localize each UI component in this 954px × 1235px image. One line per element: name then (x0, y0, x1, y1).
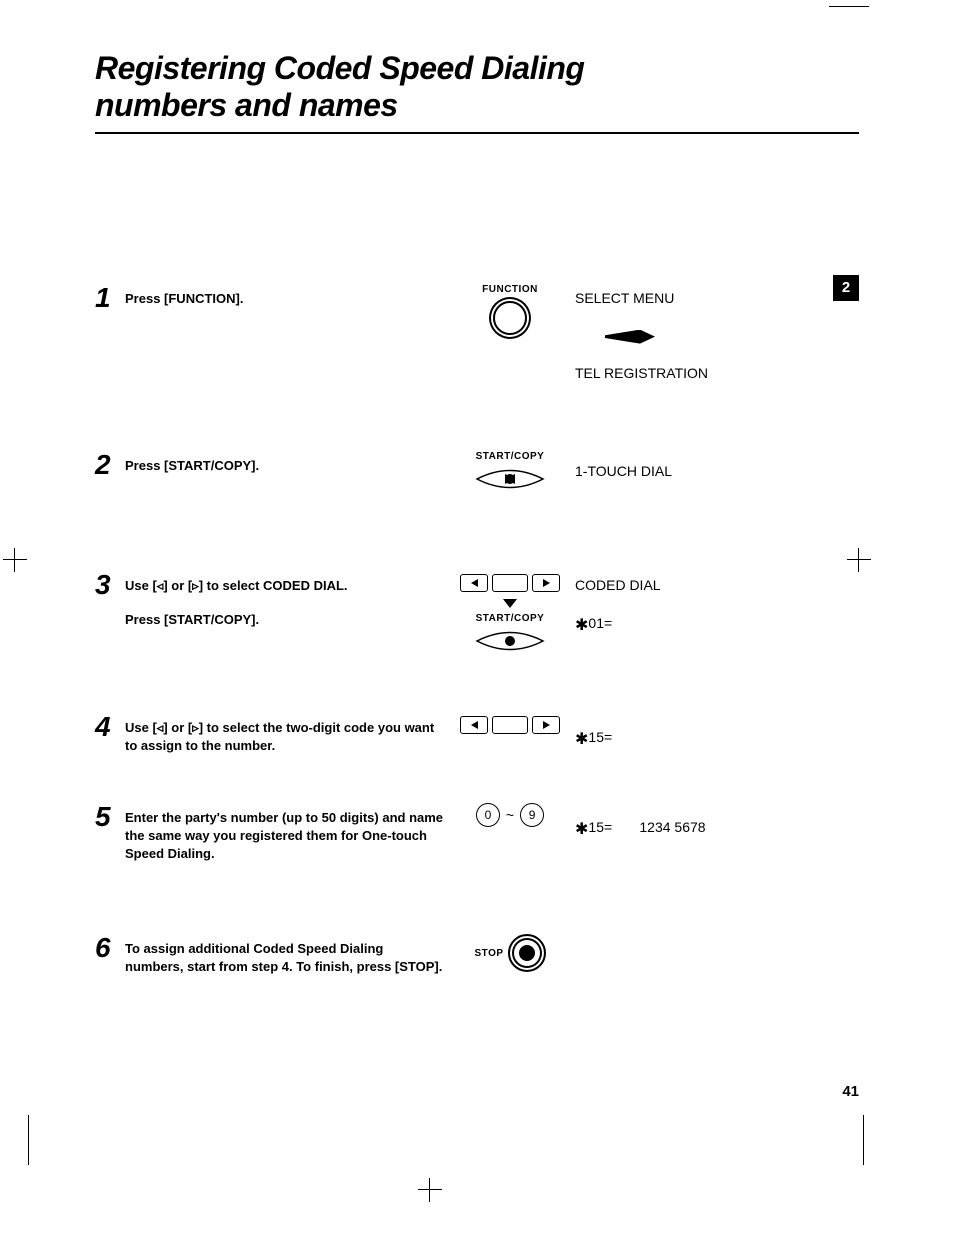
icon-label: STOP (474, 948, 503, 959)
step-5: 5 Enter the party's number (up to 50 dig… (95, 803, 859, 880)
step-instruction: Press [FUNCTION]. (125, 290, 445, 308)
step-6: 6 To assign additional Coded Speed Diali… (95, 934, 859, 994)
display-line: CODED DIAL (575, 577, 859, 593)
icon-label: FUNCTION (482, 284, 538, 295)
display-line: SELECT MENU (575, 290, 859, 306)
tone-indicator (605, 330, 655, 344)
eye-button-icon (475, 466, 545, 496)
crop-mark (0, 545, 30, 575)
star-icon: ✱ (575, 617, 588, 634)
tilde-icon: ~ (506, 807, 514, 823)
page-number: 41 (842, 1083, 859, 1100)
chapter-tab: 2 (833, 275, 859, 301)
step-instruction: To assign additional Coded Speed Dialing… (125, 940, 445, 976)
step-1: 1 Press [FUNCTION]. FUNCTION SELECT MENU… (95, 284, 859, 401)
display-line: TEL REGISTRATION (575, 365, 859, 381)
arrow-keys-icon (460, 571, 560, 595)
title-rule (95, 132, 859, 134)
step-instruction: Press [START/COPY]. (125, 611, 445, 629)
step-text: Use [◃] or [▹] to select CODED DIAL. Pre… (125, 571, 445, 645)
title-line-2: numbers and names (95, 87, 398, 123)
crop-mark (415, 1175, 445, 1205)
step-display: 1-TOUCH DIAL (575, 451, 859, 499)
arrow-and-start-icon: START/COPY (445, 571, 575, 658)
arrow-keys-icon (460, 713, 560, 737)
icon-label: START/COPY (476, 451, 545, 462)
display-line: ✱01= (575, 613, 859, 633)
step-display (575, 934, 859, 940)
down-arrow-icon (503, 599, 517, 609)
crop-mark (844, 545, 874, 575)
display-line: ✱15= 1234 5678 (575, 817, 859, 837)
step-text: Enter the party's number (up to 50 digit… (125, 803, 445, 880)
step-4: 4 Use [◃] or [▹] to select the two-digit… (95, 713, 859, 773)
display-value: 1234 5678 (639, 819, 705, 835)
crop-edge (829, 6, 869, 7)
key-circle-icon: 9 (520, 803, 544, 827)
step-3: 3 Use [◃] or [▹] to select CODED DIAL. P… (95, 571, 859, 658)
display-line: ✱15= (575, 727, 859, 747)
page-title: Registering Coded Speed Dialing numbers … (95, 50, 859, 124)
crop-edge (28, 1115, 29, 1165)
step-number: 1 (95, 284, 125, 312)
stop-button-icon-container: STOP (445, 934, 575, 972)
step-number: 3 (95, 571, 125, 599)
icon-label: START/COPY (476, 613, 545, 624)
step-display: ✱15= 1234 5678 (575, 803, 859, 857)
arrow-keys-icon-container (445, 713, 575, 737)
step-instruction: Use [◃] or [▹] to select the two-digit c… (125, 719, 445, 755)
step-display: SELECT MENU TEL REGISTRATION (575, 284, 859, 401)
round-button-icon (493, 301, 527, 335)
keypad-range: 0 ~ 9 (476, 803, 544, 827)
title-line-1: Registering Coded Speed Dialing (95, 50, 584, 86)
step-text: To assign additional Coded Speed Dialing… (125, 934, 445, 992)
stop-button-icon: STOP (474, 934, 545, 972)
step-text: Press [START/COPY]. (125, 451, 445, 491)
display-value: 15= (588, 819, 612, 835)
step-text: Use [◃] or [▹] to select the two-digit c… (125, 713, 445, 771)
key-circle-icon: 0 (476, 803, 500, 827)
step-display: CODED DIAL ✱01= (575, 571, 859, 653)
step-number: 6 (95, 934, 125, 962)
star-icon: ✱ (575, 821, 588, 838)
star-icon: ✱ (575, 731, 588, 748)
step-instruction: Enter the party's number (up to 50 digit… (125, 809, 445, 864)
display-line: 1-TOUCH DIAL (575, 463, 859, 479)
keypad-range-icon: 0 ~ 9 (445, 803, 575, 827)
start-copy-button-icon: START/COPY (445, 451, 575, 496)
function-button-icon: FUNCTION (445, 284, 575, 337)
step-instruction: Use [◃] or [▹] to select CODED DIAL. (125, 577, 445, 595)
step-text: Press [FUNCTION]. (125, 284, 445, 324)
display-value: 01= (588, 615, 612, 631)
display-value: 15= (588, 729, 612, 745)
crop-edge (863, 1115, 864, 1165)
step-number: 4 (95, 713, 125, 741)
step-number: 5 (95, 803, 125, 831)
step-display: ✱15= (575, 713, 859, 767)
step-2: 2 Press [START/COPY]. START/COPY 1-TOUCH… (95, 451, 859, 511)
eye-button-icon (475, 628, 545, 658)
step-number: 2 (95, 451, 125, 479)
step-instruction: Press [START/COPY]. (125, 457, 445, 475)
